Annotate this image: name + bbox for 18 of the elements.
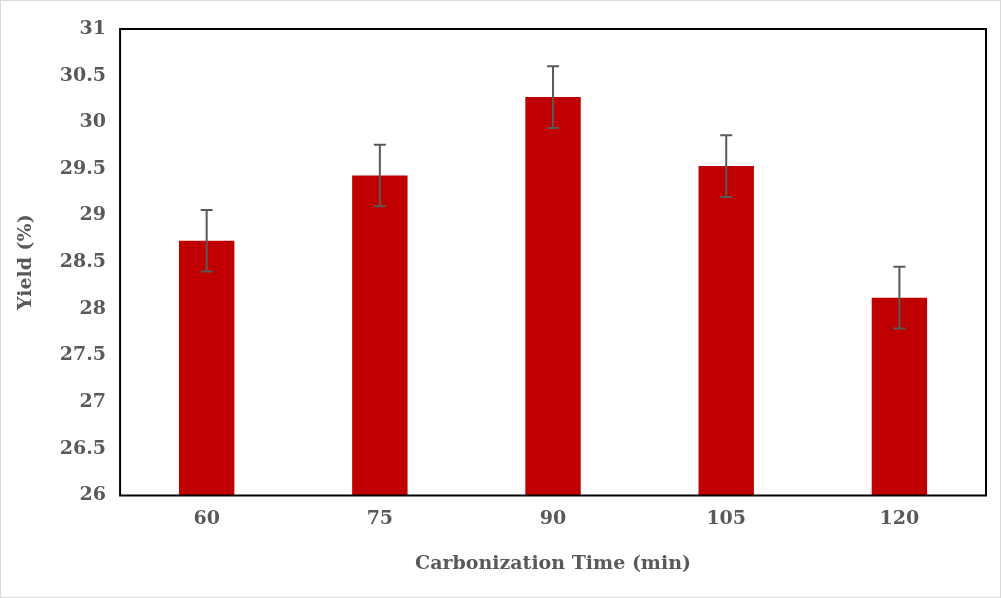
y-tick-label: 27 bbox=[79, 389, 107, 412]
y-tick-label: 26 bbox=[79, 482, 107, 505]
y-tick-label: 29.5 bbox=[59, 155, 107, 178]
y-tick-label: 28 bbox=[79, 295, 107, 318]
x-tick-label: 90 bbox=[539, 505, 567, 528]
x-tick-label: 60 bbox=[193, 505, 220, 528]
x-tick-label: 75 bbox=[366, 505, 394, 528]
x-tick-label: 105 bbox=[706, 505, 747, 528]
y-tick-label: 30 bbox=[79, 109, 107, 132]
y-axis-title: Yield (%) bbox=[13, 214, 36, 312]
y-tick-label: 30.5 bbox=[59, 62, 107, 85]
x-tick-label: 120 bbox=[879, 505, 920, 528]
y-tick-label: 29 bbox=[79, 202, 107, 225]
y-tick-label: 27.5 bbox=[59, 342, 107, 365]
y-tick-label: 28.5 bbox=[59, 249, 107, 272]
x-axis-title: Carbonization Time (min) bbox=[415, 550, 691, 573]
y-tick-label: 26.5 bbox=[59, 435, 107, 458]
y-tick-label: 31 bbox=[79, 15, 107, 38]
